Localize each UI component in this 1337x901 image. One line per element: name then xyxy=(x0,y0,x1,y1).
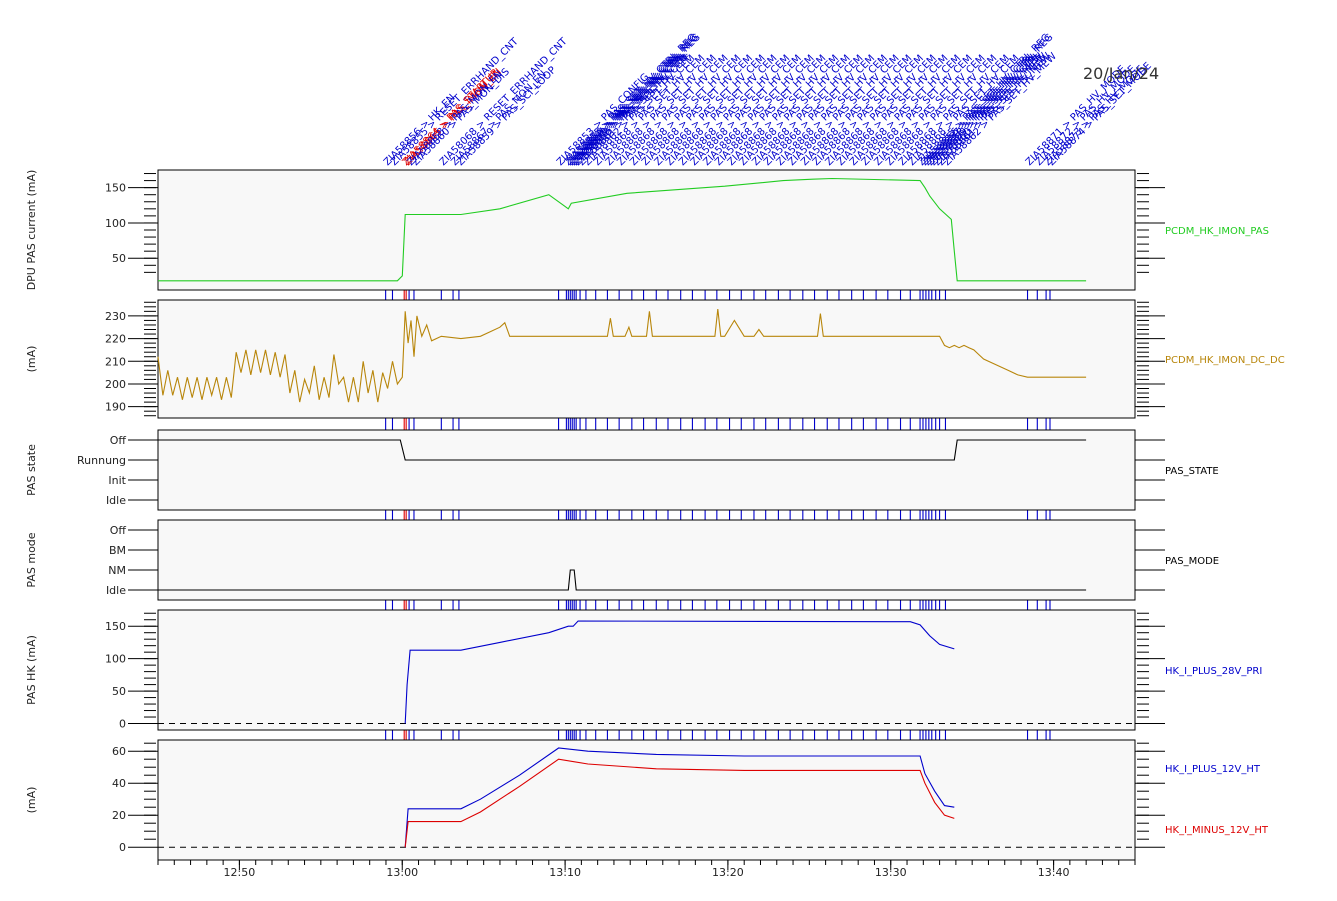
y-axis-label: PAS state xyxy=(25,444,38,496)
y-tick-label: 20 xyxy=(112,809,126,822)
panel-6: 0 20 40 60 (mA) HK_I_PLUS_12V_HT HK_I_MINUS_12… xyxy=(25,739,1269,861)
panel-5: 0 50 100 150 PAS HK (mA) HK_I_PLUS_28V_PRI xyxy=(25,609,1262,731)
y-tick-label: Off xyxy=(110,524,127,537)
y-tick-label: Idle xyxy=(106,584,126,597)
y-tick-label: 150 xyxy=(105,182,126,195)
x-tick-label: 13:10 xyxy=(549,866,581,879)
series-legend-label: PCDM_HK_IMON_PAS xyxy=(1165,226,1269,237)
panel-4: Off BM NM Idle PAS mode PAS_MODE xyxy=(25,519,1219,601)
chart-panels: 50 100 150 DPU PAS current (mA) PCDM_HK_IMON… xyxy=(25,169,1285,861)
y-tick-label: 210 xyxy=(105,355,126,368)
y-tick-label: 230 xyxy=(105,310,126,323)
y-tick-label: 220 xyxy=(105,333,126,346)
series-line xyxy=(404,620,955,724)
series-legend-label: PAS_MODE xyxy=(1165,556,1219,567)
panel-1: 50 100 150 DPU PAS current (mA) PCDM_HK_IMON… xyxy=(25,169,1269,291)
y-tick-label: NM xyxy=(108,564,126,577)
y-tick-label: 0 xyxy=(119,841,126,854)
series-legend-label: PCDM_HK_IMON_DC_DC xyxy=(1165,355,1285,366)
y-tick-label: 50 xyxy=(112,252,126,265)
series-legend-label: HK_I_MINUS_12V_HT xyxy=(1165,825,1269,836)
y-tick-label: 50 xyxy=(112,685,126,698)
x-tick-label: 13:40 xyxy=(1038,866,1070,879)
y-axis-label: (mA) xyxy=(25,787,38,814)
x-axis: 12:50 13:00 13:10 13:20 13:30 13:40 xyxy=(157,860,1136,879)
panel-frame xyxy=(157,519,1136,601)
panel-frame xyxy=(157,609,1136,731)
y-tick-label: 200 xyxy=(105,378,126,391)
y-tick-label: 100 xyxy=(105,217,126,230)
series-line xyxy=(404,758,955,848)
series-line xyxy=(157,309,1087,403)
y-axis-label: PAS mode xyxy=(25,532,38,587)
y-tick-label: 100 xyxy=(105,653,126,666)
series-legend-label: HK_I_PLUS_12V_HT xyxy=(1165,764,1261,775)
series-legend-label: PAS_STATE xyxy=(1165,466,1219,477)
y-axis-label: PAS HK (mA) xyxy=(25,635,38,705)
series-line xyxy=(404,747,955,848)
panel-frame xyxy=(157,299,1136,419)
series-line xyxy=(158,177,1087,282)
y-axis-label: (mA) xyxy=(25,346,38,373)
y-tick-label: 40 xyxy=(112,777,126,790)
y-tick-label: BM xyxy=(109,544,126,557)
y-tick-label: 0 xyxy=(119,718,126,731)
y-tick-label: Idle xyxy=(106,494,126,507)
y-tick-label: Runnung xyxy=(77,454,126,467)
series-line xyxy=(158,439,1087,461)
series-line xyxy=(158,569,1087,591)
date-label: 20/Jan/24 xyxy=(1083,64,1160,83)
panel-3: Off Runnung Init Idle PAS state PAS_STATE xyxy=(25,429,1219,511)
panel-frame xyxy=(157,169,1136,291)
y-tick-label: Off xyxy=(110,434,127,447)
y-tick-label: Init xyxy=(108,474,126,487)
panel-frame xyxy=(157,429,1136,511)
x-tick-label: 13:30 xyxy=(875,866,907,879)
y-tick-label: 60 xyxy=(112,745,126,758)
x-tick-label: 13:20 xyxy=(712,866,744,879)
series-legend-label: HK_I_PLUS_28V_PRI xyxy=(1165,666,1262,677)
y-axis-label: DPU PAS current (mA) xyxy=(25,170,38,291)
panel-2: 190 200 210 220 230 (mA) PCDM_HK_IMON_DC_DC xyxy=(25,299,1285,419)
y-tick-label: 150 xyxy=(105,620,126,633)
y-tick-label: 190 xyxy=(105,401,126,414)
panel-frame xyxy=(157,739,1136,861)
x-tick-label: 12:50 xyxy=(224,866,256,879)
x-tick-label: 13:00 xyxy=(386,866,418,879)
